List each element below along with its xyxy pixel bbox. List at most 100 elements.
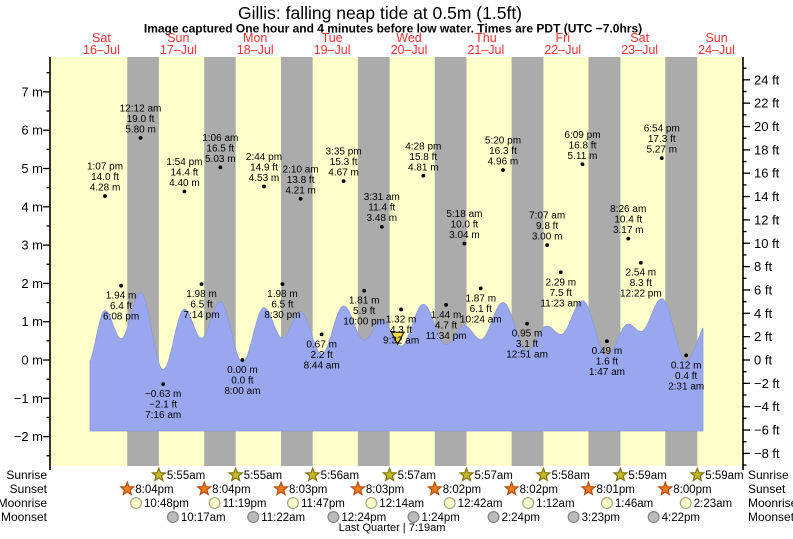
tide-low-ft: −2.1 ft: [149, 400, 177, 411]
tide-high-ft: 10.4 ft: [614, 215, 642, 226]
right-axis-label: 10 ft: [754, 236, 780, 251]
moonset-moon-icon: [327, 511, 340, 524]
tide-event-dot: [240, 358, 245, 362]
moonrise-moon-icon: [365, 497, 378, 510]
right-axis-label: 12 ft: [754, 212, 780, 227]
tide-low-m: 2.54 m: [626, 268, 657, 279]
tide-high-m: 5.11 m: [568, 151, 598, 162]
moonrise-time: 11:19pm: [223, 498, 267, 510]
tide-low-ft: 6.4 ft: [110, 301, 132, 312]
moonset-moon-icon: [567, 511, 580, 524]
right-axis-label: 6 ft: [754, 282, 772, 297]
tide-event-dot: [218, 165, 223, 170]
right-axis-label: −6 ft: [754, 423, 780, 438]
astro-row-label-right: Sunset: [748, 482, 786, 496]
tide-event-dot: [138, 135, 143, 140]
astro-row-label-right: Moonset: [748, 510, 793, 524]
day-label-date: 19–Jul: [314, 43, 351, 57]
tide-high-m: 3.17 m: [613, 225, 644, 236]
tide-event-dot: [638, 260, 643, 265]
tide-event-dot: [525, 321, 529, 326]
tide-high-time: 2:44 pm: [246, 152, 282, 163]
moonrise-moon-icon: [679, 497, 692, 510]
tide-high-m: 5.27 m: [646, 145, 677, 156]
sunrise-time: 5:58am: [551, 470, 589, 482]
sunrise-star-icon: [381, 466, 398, 482]
day-label-name: Sun: [705, 31, 727, 45]
tide-high-ft: 10.0 ft: [451, 220, 479, 231]
tide-low-time: 8:44 am: [304, 360, 340, 371]
tide-low-time: 12:51 am: [506, 350, 548, 361]
tide-low-ft: 4.3 ft: [390, 325, 412, 336]
sunset-star-icon: [657, 480, 674, 496]
day-label-date: 22–Jul: [544, 43, 581, 57]
tide-high-time: 7:07 am: [529, 211, 565, 222]
tide-event-dot: [341, 179, 346, 184]
tide-low-time: 10:24 am: [460, 314, 502, 325]
day-label-name: Tue: [322, 31, 343, 45]
tide-high-m: 5.03 m: [205, 154, 236, 165]
chart-render-root: 7 m 6 m 5 m 4 m 3 m 2 m 1 m 0 m −1 m −2 m 24 ft 22 …: [0, 31, 793, 524]
day-label-name: Sat: [92, 31, 111, 45]
sunrise-time: 5:57am: [398, 470, 436, 482]
right-axis-label: 20 ft: [754, 119, 780, 134]
left-axis-label: 6 m: [21, 123, 43, 138]
moonset-moon-icon: [487, 511, 500, 524]
tide-high-time: 2:10 am: [283, 164, 319, 175]
tide-high-m: 5.80 m: [125, 124, 156, 135]
day-label-name: Sun: [167, 31, 189, 45]
tide-high-m: 4.28 m: [90, 183, 121, 194]
tide-high-m: 4.96 m: [488, 157, 519, 168]
tide-event-dot: [280, 282, 285, 287]
tide-low-time: 11:23 am: [540, 298, 581, 309]
tide-low-m: 0.67 m: [306, 339, 337, 350]
tide-high-ft: 15.8 ft: [409, 152, 437, 163]
moonset-time: 12:24pm: [341, 512, 386, 524]
astro-row-label-left: Moonset: [1, 510, 48, 524]
sunset-time: 8:02pm: [443, 484, 481, 496]
moonset-moon-icon: [647, 511, 660, 524]
tide-high-ft: 16.5 ft: [206, 143, 234, 154]
moonset-time: 1:24pm: [421, 512, 459, 524]
tide-event-dot: [684, 353, 689, 358]
right-axis-label: 2 ft: [754, 329, 772, 344]
moon-phase-caption: Last Quarter | 7:19am: [339, 522, 446, 534]
moonrise-moon-icon: [522, 497, 535, 510]
tide-high-time: 12:12 am: [120, 103, 162, 114]
moonrise-moon-icon: [600, 497, 613, 510]
tide-low-m: 1.98 m: [267, 289, 298, 300]
tide-high-time: 5:20 pm: [485, 136, 521, 147]
left-axis-label: 3 m: [21, 238, 43, 253]
current-time-marker: [390, 331, 405, 346]
tide-low-time: 11:34 pm: [426, 331, 467, 342]
tide-high-m: 3.48 m: [367, 213, 398, 224]
day-label-date: 18–Jul: [237, 43, 274, 57]
tide-event-dot: [545, 243, 550, 248]
moonrise-time: 11:47pm: [301, 498, 345, 510]
right-axis-label: 4 ft: [754, 306, 772, 321]
sunset-star-icon: [503, 480, 520, 496]
tide-high-time: 1:54 pm: [166, 157, 202, 168]
tide-low-ft: 0.4 ft: [675, 371, 697, 382]
tide-event-dot: [298, 196, 303, 201]
day-label-date: 17–Jul: [160, 43, 197, 57]
moonset-time: 11:22am: [261, 512, 305, 524]
sunrise-star-icon: [150, 466, 167, 482]
tide-high-ft: 14.9 ft: [250, 163, 278, 174]
tide-high-time: 1:07 pm: [87, 162, 123, 173]
sunrise-star-icon: [535, 466, 552, 482]
right-axis-label: −4 ft: [754, 399, 780, 414]
sunrise-star-icon: [689, 466, 706, 482]
moonset-time: 3:23pm: [582, 512, 620, 524]
tide-low-m: 1.32 m: [386, 314, 417, 325]
sunrise-time: 5:55am: [167, 470, 205, 482]
tide-event-dot: [119, 283, 123, 288]
tide-event-dot: [626, 236, 631, 241]
tide-low-ft: 5.9 ft: [353, 306, 375, 317]
right-axis-label: 16 ft: [754, 166, 780, 181]
tide-high-time: 6:54 pm: [644, 124, 680, 135]
tide-event-dot: [605, 339, 609, 344]
tide-event-dot: [319, 332, 324, 337]
tide-low-time: 2:31 am: [668, 381, 704, 392]
